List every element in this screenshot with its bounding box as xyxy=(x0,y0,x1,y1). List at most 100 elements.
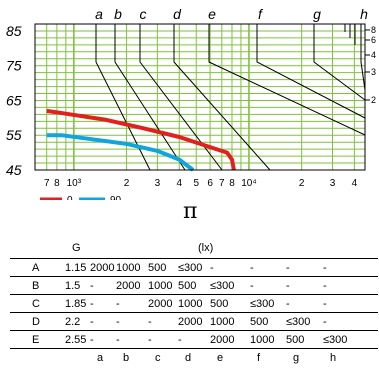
x-tick-label-10: 10⁴ xyxy=(241,178,256,189)
glare-line-f xyxy=(256,24,366,119)
glare-line-a xyxy=(95,24,151,171)
top-label-f: f xyxy=(258,6,264,22)
y-axis-ticks: 85 75 65 55 45 xyxy=(6,23,22,178)
cell-f: - xyxy=(250,280,254,292)
x-tick-label-7: 6 xyxy=(207,178,213,189)
cell-e: ≤300 xyxy=(210,280,235,292)
table-row: E 2.55- - - -2000 1000 500 ≤300 xyxy=(10,331,378,349)
cell-g: - xyxy=(286,298,290,310)
table-row: B 1.5-2000 1000 500 ≤300- - - xyxy=(10,277,378,295)
row-id: C xyxy=(32,298,40,310)
cell-e: 2000 xyxy=(210,334,235,346)
glare-line-e xyxy=(208,24,366,136)
table-column-labels: a b c d e f g h xyxy=(10,349,378,365)
plot-area xyxy=(35,24,365,170)
cell-a: - xyxy=(90,298,94,310)
row-g-value: 1.85 xyxy=(65,298,87,310)
cell-c: 1000 xyxy=(148,280,173,292)
x-tick-label-11: 2 xyxy=(299,178,305,189)
right-label-4: 2 xyxy=(371,95,376,105)
top-label-b: b xyxy=(114,6,122,22)
cell-a: - xyxy=(90,334,94,346)
x-tick-label-1: 8 xyxy=(54,178,60,189)
cell-d: - xyxy=(178,334,182,346)
cell-e: 1000 xyxy=(210,316,235,328)
cell-f: ≤300 xyxy=(250,298,275,310)
column-label-a: a xyxy=(97,352,104,364)
row-g-value: 1.5 xyxy=(65,280,81,292)
glare-line-g xyxy=(313,24,366,101)
cell-d: 500 xyxy=(178,280,197,292)
top-label-e: e xyxy=(208,6,216,22)
cell-c: - xyxy=(148,316,152,328)
x-tick-label-2: 10³ xyxy=(67,178,82,189)
cell-b: 2000 xyxy=(116,280,141,292)
cell-b: - xyxy=(116,334,120,346)
row-g-value: 2.2 xyxy=(65,316,81,328)
right-label-1: 6 xyxy=(371,35,376,45)
header-g: G xyxy=(72,242,81,254)
x-tick-label-0: 7 xyxy=(44,178,50,189)
right-label-2: 4 xyxy=(371,50,376,60)
table-row: C 1.85- -2000 1000 500 ≤300- - xyxy=(10,295,378,313)
cell-a: - xyxy=(90,280,94,292)
cell-c: - xyxy=(148,334,152,346)
cell-d: 1000 xyxy=(178,298,203,310)
table-header: G (lx) xyxy=(10,230,378,259)
cell-a: 2000 xyxy=(90,262,115,274)
header-unit: (lx) xyxy=(198,242,214,254)
x-tick-label-8: 7 xyxy=(219,178,225,189)
column-label-c: c xyxy=(155,352,161,364)
table-row: D 2.2- - -2000 1000 500 ≤300- xyxy=(10,313,378,331)
legend: 0 90 xyxy=(40,195,122,200)
column-label-b: b xyxy=(123,352,130,364)
y-tick-label-2: 65 xyxy=(6,92,22,108)
cell-f: 1000 xyxy=(250,334,275,346)
y-tick-label-4: 45 xyxy=(6,162,22,178)
top-label-d: d xyxy=(173,6,182,22)
x-tick-label-6: 5 xyxy=(193,178,199,189)
top-label-g: g xyxy=(313,6,321,22)
cell-e: 500 xyxy=(210,298,229,310)
cell-h: ≤300 xyxy=(323,334,348,346)
column-label-f: f xyxy=(257,352,261,364)
legend-label-0: 0 xyxy=(67,195,73,200)
x-tick-label-13: 4 xyxy=(352,178,358,189)
top-label-a: a xyxy=(95,6,103,22)
row-g-value: 2.55 xyxy=(65,334,87,346)
glare-line-c xyxy=(139,24,223,171)
x-tick-label-4: 3 xyxy=(155,178,161,189)
row-id: E xyxy=(32,334,40,346)
cell-c: 500 xyxy=(148,262,167,274)
cell-g: - xyxy=(286,262,290,274)
glare-line-h xyxy=(360,24,366,91)
cell-c: 2000 xyxy=(148,298,173,310)
glare-table: G (lx) A 1.15 2000 1000 500 ≤300- - - - B 1.5-2000… xyxy=(10,230,378,365)
cell-h: - xyxy=(323,262,327,274)
row-id: D xyxy=(32,316,40,328)
cell-b: - xyxy=(116,298,120,310)
cell-f: 500 xyxy=(250,316,269,328)
y-tick-label-1: 75 xyxy=(6,58,22,74)
y-tick-label-3: 55 xyxy=(6,127,22,143)
table-body: A 1.15 2000 1000 500 ≤300- - - - B 1.5-2000 1000 500… xyxy=(10,259,378,349)
cell-h: - xyxy=(323,298,327,310)
column-label-h: h xyxy=(330,352,337,364)
x-tick-label-12: 3 xyxy=(330,178,336,189)
cell-g: - xyxy=(286,280,290,292)
x-tick-label-5: 4 xyxy=(176,178,182,189)
cell-e: - xyxy=(210,262,214,274)
cell-d: ≤300 xyxy=(178,262,203,274)
cell-f: - xyxy=(250,262,254,274)
right-label-0: 8 xyxy=(371,25,376,35)
column-label-d: d xyxy=(185,352,192,364)
cell-b: - xyxy=(116,316,120,328)
x-tick-label-9: 8 xyxy=(229,178,235,189)
x-axis-ticks: 7 8 10³ 2 3 4 5 6 7 8 10⁴ 2 3 4 xyxy=(44,178,358,189)
cell-h: - xyxy=(323,280,327,292)
cell-g: 500 xyxy=(286,334,305,346)
right-label-3: 3 xyxy=(371,67,376,77)
plot-grid xyxy=(35,24,365,170)
y-tick-label-0: 85 xyxy=(6,23,22,39)
